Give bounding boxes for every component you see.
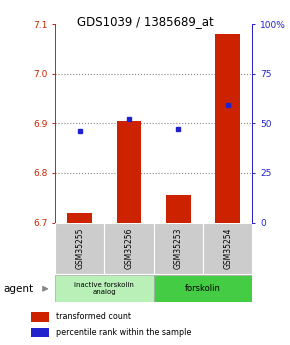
Bar — [31, 312, 49, 322]
Bar — [215, 34, 240, 223]
Text: GSM35254: GSM35254 — [223, 228, 232, 269]
Bar — [203, 223, 252, 274]
Text: GSM35256: GSM35256 — [124, 228, 134, 269]
Text: inactive forskolin
analog: inactive forskolin analog — [75, 282, 134, 295]
Bar — [104, 223, 154, 274]
Text: GSM35253: GSM35253 — [174, 228, 183, 269]
Bar — [67, 213, 92, 223]
Bar — [166, 195, 191, 223]
Bar — [31, 328, 49, 337]
Text: transformed count: transformed count — [56, 312, 131, 321]
Bar — [154, 275, 252, 302]
Text: forskolin: forskolin — [185, 284, 221, 293]
Text: agent: agent — [3, 284, 33, 294]
Bar — [154, 223, 203, 274]
Bar — [55, 223, 104, 274]
Text: GDS1039 / 1385689_at: GDS1039 / 1385689_at — [77, 16, 213, 29]
Text: percentile rank within the sample: percentile rank within the sample — [56, 328, 192, 337]
Bar — [55, 275, 154, 302]
Text: GSM35255: GSM35255 — [75, 228, 84, 269]
Bar — [117, 121, 142, 223]
